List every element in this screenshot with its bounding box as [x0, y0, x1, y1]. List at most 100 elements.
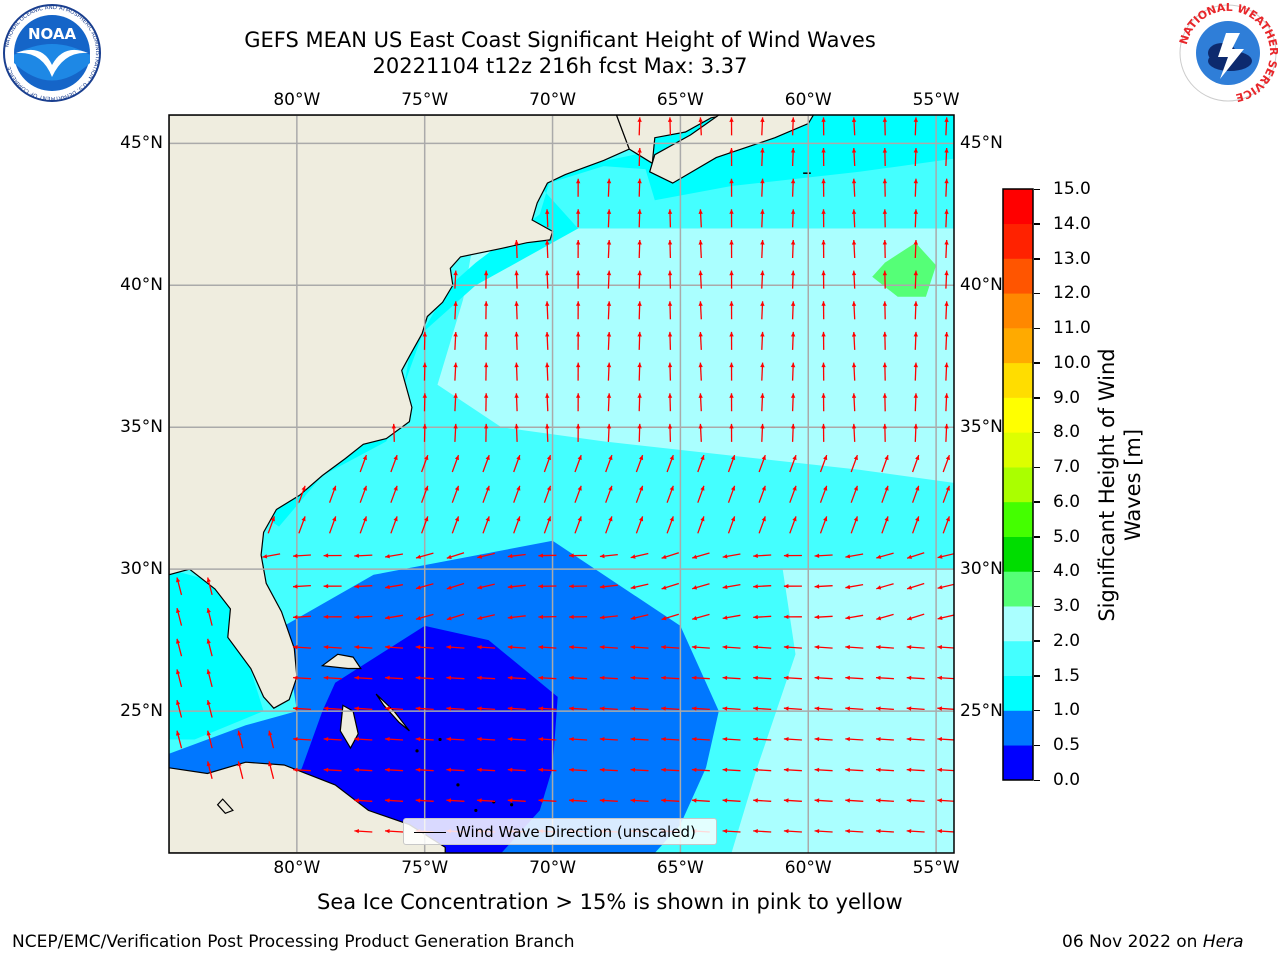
wave-direction-arrowhead [944, 148, 949, 153]
colorbar-tick-mark [1034, 640, 1040, 642]
colorbar-cell [1003, 432, 1033, 468]
wave-direction-arrowhead [661, 554, 667, 559]
wave-direction-arrowhead [667, 393, 673, 398]
wave-direction-arrowhead [760, 117, 765, 122]
colorbar-tick-mark [1034, 744, 1040, 747]
colorbar-tick-mark [1034, 223, 1040, 225]
wave-direction-arrowhead [453, 301, 458, 306]
wave-direction-arrowhead [783, 798, 789, 803]
wave-direction-arrowhead [937, 798, 942, 803]
wave-direction-arrowhead [790, 393, 796, 398]
wave-direction-arrowhead [514, 362, 519, 368]
wave-direction-arrowhead [698, 362, 703, 368]
legend-label: Wind Wave Direction (unscaled) [456, 823, 696, 841]
wave-direction-arrowhead [630, 675, 636, 680]
wave-direction-arrowhead [667, 240, 673, 245]
wave-direction-arrowhead [538, 798, 544, 803]
colorbar-cell [1003, 675, 1033, 711]
wave-direction-arrowhead [507, 584, 513, 589]
wave-direction-arrowhead [514, 270, 519, 276]
wave-direction-arrowhead [937, 829, 942, 834]
wave-direction-arrowhead [599, 767, 605, 772]
colorbar [1002, 188, 1034, 781]
wave-direction-arrowhead [814, 645, 820, 650]
land-grand-bahama [320, 653, 362, 670]
wave-direction-arrowhead [415, 706, 421, 711]
lon-label-bottom: 65°W [656, 858, 704, 878]
wave-direction-arrowhead [577, 485, 582, 491]
wave-direction-arrowhead [944, 393, 949, 398]
wave-direction-arrowhead [667, 209, 673, 214]
colorbar-cell [1003, 223, 1033, 259]
wave-direction-arrowhead [731, 455, 736, 461]
title-line-1: GEFS MEAN US East Coast Significant Heig… [244, 28, 876, 52]
wave-direction-arrowhead [415, 798, 421, 803]
wave-direction-arrowhead [821, 362, 826, 368]
wave-direction-arrowhead [301, 516, 306, 522]
wave-direction-arrowhead [354, 614, 359, 620]
wave-direction-arrowhead [845, 584, 851, 590]
wave-direction-arrowhead [661, 767, 666, 772]
colorbar-tick-mark [1034, 327, 1040, 330]
wave-direction-arrowhead [477, 645, 482, 650]
wave-direction-arrowhead [700, 455, 705, 461]
wave-direction-arrowhead [385, 645, 390, 650]
wave-direction-arrowhead [790, 362, 796, 368]
wave-direction-arrowhead [753, 829, 758, 834]
colorbar-tick-mark [1034, 431, 1040, 434]
wave-direction-arrowhead [698, 270, 703, 276]
wave-direction-arrowhead [667, 301, 673, 306]
wave-direction-arrowhead [514, 423, 519, 429]
wave-direction-arrowhead [385, 554, 390, 559]
wave-direction-arrowhead [538, 584, 543, 589]
wave-direction-arrowhead [913, 209, 918, 214]
wave-direction-arrowhead [546, 455, 551, 461]
footer-left: NCEP/EMC/Verification Post Processing Pr… [12, 932, 575, 952]
wave-direction-arrowhead [698, 240, 703, 245]
colorbar-cell [1003, 501, 1033, 537]
wave-direction-arrowhead [783, 767, 789, 772]
wave-direction-arrowhead [176, 669, 181, 675]
wave-direction-arrowhead [731, 516, 736, 522]
wave-direction-arrowhead [630, 706, 636, 711]
wave-direction-arrowhead [722, 829, 728, 834]
wave-direction-arrowhead [630, 645, 636, 650]
wave-direction-arrowhead [944, 178, 949, 184]
colorbar-tick-mark [1034, 397, 1040, 399]
wave-direction-arrowhead [944, 301, 949, 306]
wave-direction-arrowhead [453, 393, 458, 398]
wave-direction-arrowhead [722, 615, 728, 620]
wave-direction-arrowhead [332, 485, 337, 491]
wave-direction-arrowhead [416, 616, 421, 621]
wave-direction-arrowhead [293, 675, 298, 680]
wave-direction-arrowhead [639, 455, 644, 461]
wave-direction-arrowhead [332, 516, 337, 522]
wave-direction-arrowhead [945, 485, 950, 491]
wave-direction-arrowhead [882, 362, 887, 368]
wave-direction-arrowhead [783, 829, 789, 834]
wave-direction-arrowhead [851, 178, 857, 184]
wave-direction-arrowhead [446, 737, 451, 742]
wave-direction-arrowhead [845, 554, 851, 559]
wave-direction-arrowhead [944, 209, 949, 214]
wave-direction-arrowhead [323, 553, 329, 558]
wave-direction-arrowhead [729, 393, 734, 398]
wave-direction-arrowhead [630, 767, 636, 772]
wave-direction-arrowhead [569, 645, 574, 650]
wave-direction-arrowhead [814, 798, 820, 803]
wave-direction-arrowhead [206, 700, 211, 705]
wave-direction-arrowhead [783, 584, 789, 589]
wave-direction-arrowhead [913, 178, 918, 184]
wave-direction-arrowhead [293, 645, 298, 650]
wave-direction-arrowhead [637, 362, 642, 368]
wave-direction-arrowhead [821, 148, 826, 153]
wave-direction-arrowhead [913, 240, 918, 245]
wave-direction-arrowhead [851, 332, 857, 337]
wave-direction-arrowhead [630, 737, 636, 742]
wave-direction-arrowhead [729, 301, 734, 306]
wave-direction-arrowhead [385, 737, 390, 742]
wave-direction-arrowhead [385, 767, 390, 772]
wave-direction-arrowhead [906, 675, 912, 680]
wave-direction-arrowhead [913, 148, 918, 153]
land-islet-0 [438, 737, 442, 742]
